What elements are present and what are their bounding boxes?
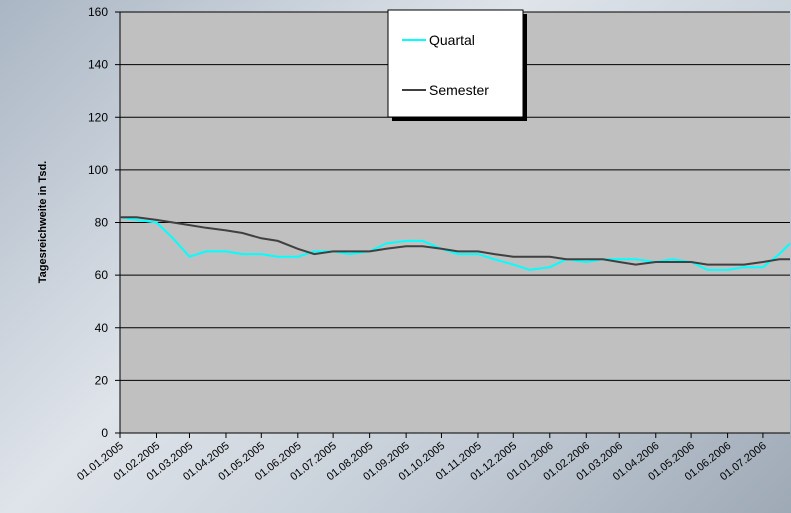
y-axis-label: Tagesreichweite in Tsd. [37,161,49,283]
y-tick-label: 60 [95,268,109,282]
y-tick-label: 40 [95,321,109,335]
legend-label: Semester [429,82,489,98]
legend [387,9,524,118]
legend-label: Quartal [429,32,475,48]
line [120,216,790,266]
y-tick-label: 140 [88,58,108,72]
y-tick-label: 160 [88,5,108,19]
y-tick-label: 20 [95,373,109,387]
y-tick-label: 120 [88,110,108,124]
y-tick-label: 80 [95,216,109,230]
y-tick-label: 0 [101,426,108,440]
y-tick-label: 100 [88,163,108,177]
